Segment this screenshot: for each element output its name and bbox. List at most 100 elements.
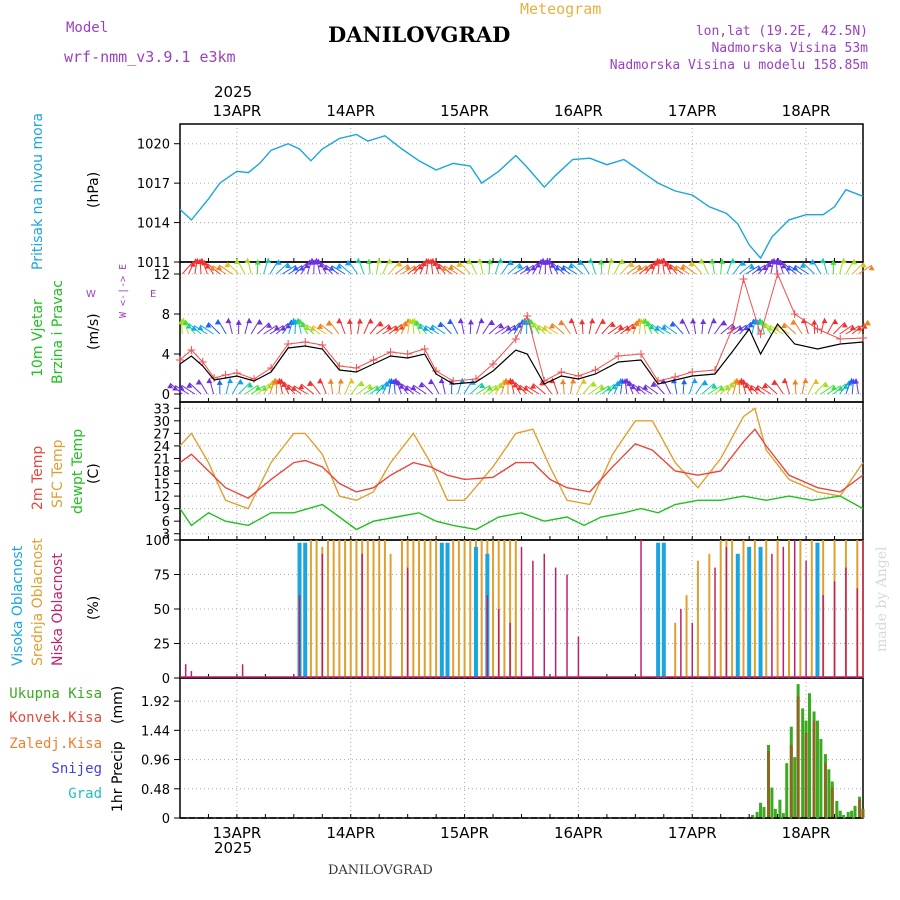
wind-arrowhead <box>441 265 448 271</box>
wind-arrowhead <box>328 265 335 271</box>
wind-arrow <box>375 381 388 395</box>
date-label-top: 15APR <box>440 102 489 120</box>
wind-arrowhead <box>172 385 179 391</box>
wind-arrowhead <box>498 323 505 329</box>
wind-arrow <box>288 265 303 275</box>
ytick-label: 0.48 <box>141 783 170 798</box>
mid-cloud-bar <box>708 553 711 678</box>
mid-cloud-bar <box>674 622 677 678</box>
wind-arrowhead <box>740 379 747 385</box>
precip-total-bar <box>751 814 755 818</box>
wind-gust-marker <box>403 350 412 358</box>
low-cloud-bar <box>680 609 682 678</box>
wind-arrowhead <box>386 324 393 330</box>
wind-arrowhead <box>832 319 839 325</box>
wind-arrowhead <box>486 385 493 391</box>
wind-gust-marker <box>210 374 219 382</box>
wind-arrowhead <box>317 378 324 384</box>
wind-arrow <box>269 325 284 335</box>
low-cloud-bar <box>856 588 859 678</box>
wind-gust-marker <box>420 345 429 353</box>
low-cloud-bar <box>486 595 489 678</box>
wind-arrowhead <box>467 319 474 325</box>
wind-arrow <box>507 263 521 275</box>
wind-arrowhead <box>865 320 872 326</box>
wind-gust-marker <box>557 368 566 376</box>
wind-arrow <box>656 325 671 335</box>
wind-arrowhead <box>456 261 463 267</box>
wind-arrow <box>294 262 308 275</box>
wind-arrowhead <box>579 319 586 325</box>
wind-arrowhead <box>403 385 410 391</box>
wind-arrowhead <box>429 324 436 330</box>
wind-arrow <box>257 383 270 395</box>
low-cloud-bar <box>822 595 824 678</box>
date-label-bottom: 14APR <box>326 824 375 842</box>
precip-conv-bar <box>861 808 865 818</box>
ytick-label: 0.96 <box>141 754 170 769</box>
wind-arrowhead <box>365 259 372 265</box>
wind-arrowhead <box>535 325 542 331</box>
wind-arrow <box>275 322 289 335</box>
ytick-label: 15 <box>153 478 170 493</box>
wind-arrowhead <box>718 385 725 391</box>
wind-arrowhead <box>233 259 240 265</box>
wind-arrowhead <box>398 383 405 389</box>
wind-arrowhead <box>280 381 287 387</box>
wind-arrow <box>652 381 665 395</box>
wind-arrowhead <box>672 265 679 271</box>
wind-arrowhead <box>549 262 556 268</box>
wind-arrowhead <box>275 259 282 265</box>
wind-arrowhead <box>516 385 523 391</box>
mid-cloud-bar <box>378 540 381 678</box>
wind-arrowhead <box>702 380 709 386</box>
wind-arrowhead <box>299 322 306 328</box>
wind-arrow <box>690 260 703 275</box>
wind-arrow <box>257 322 270 335</box>
mid-cloud-bar <box>400 540 403 678</box>
wind-gust-marker <box>523 312 532 320</box>
wind-arrowhead <box>327 378 334 384</box>
wind-arrow <box>188 382 202 395</box>
wind-arrowhead <box>748 263 755 269</box>
wind-arrowhead <box>190 325 197 331</box>
wind-arrowhead <box>781 378 788 384</box>
wind-arrowhead <box>435 264 442 270</box>
pressure-line <box>179 133 864 260</box>
mid-cloud-bar <box>514 540 517 678</box>
wind-gust-marker <box>591 366 600 374</box>
wind-arrow <box>319 323 333 335</box>
wind-arrow <box>551 323 565 335</box>
wind-arrowhead <box>780 263 787 269</box>
wind-arrowhead <box>650 381 657 387</box>
wind-arrow <box>275 262 289 275</box>
ytick-label: 25 <box>153 638 170 653</box>
wind-arrow <box>802 262 815 275</box>
page-title: DANILOVGRAD <box>328 22 511 47</box>
low-cloud-bar <box>532 560 534 678</box>
precip-conv-bar <box>767 751 771 818</box>
mid-cloud-bar <box>452 540 455 678</box>
wind-arrow <box>300 383 315 395</box>
wind-arrow <box>501 324 516 335</box>
wind-arrowhead <box>851 259 858 265</box>
wind-arrowhead <box>290 385 297 391</box>
wind-gust-marker <box>489 360 498 368</box>
panel-frame <box>179 677 864 819</box>
mid-cloud-bar <box>719 540 722 678</box>
wind-arrow <box>595 385 610 395</box>
wind-arrow <box>563 265 577 275</box>
precip-total-bar <box>807 693 811 818</box>
wind-arrowhead <box>367 384 374 390</box>
low-cloud-bar <box>771 553 773 678</box>
mid-cloud-bar <box>389 553 392 678</box>
wind-arrowhead <box>247 382 254 388</box>
precip-total-bar <box>846 811 850 818</box>
ytick-label: 21 <box>153 452 170 467</box>
ytick-label: 75 <box>153 569 170 584</box>
wind-arrowhead <box>598 259 605 265</box>
wind-arrowhead <box>691 378 698 384</box>
wind-arrowhead <box>278 378 285 384</box>
mid-cloud-bar <box>366 540 369 678</box>
low-cloud-bar <box>298 595 301 678</box>
